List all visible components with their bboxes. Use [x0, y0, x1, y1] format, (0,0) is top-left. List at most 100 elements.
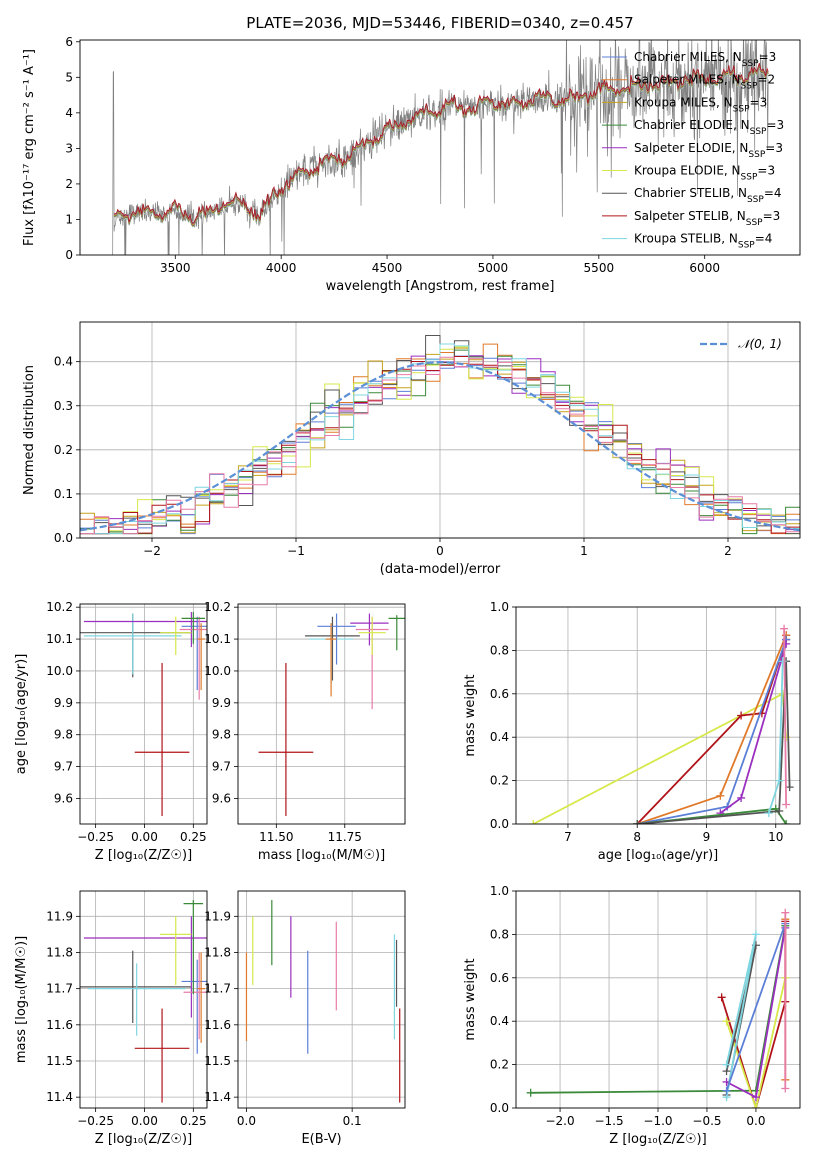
x-tick-label: 0.00	[131, 1114, 158, 1128]
plus-marker	[775, 776, 784, 785]
axes-frame	[79, 321, 801, 539]
y-tick-label: 9.8	[212, 728, 231, 742]
x-axis-label: E(B-V)	[301, 1132, 341, 1147]
y-tick-label: 0.4	[54, 355, 73, 369]
y-axis-label: mass [log₁₀(M/M☉)]	[14, 936, 29, 1063]
y-tick-label: 5	[65, 70, 73, 84]
plus-marker	[751, 1093, 760, 1102]
y-tick-label: 11.9	[204, 909, 231, 923]
weight-series-line	[725, 977, 787, 1108]
legend-label: Kroupa MILES, NSSP=3	[634, 95, 767, 114]
panel-mass_vs_Z: −0.25 0.00 0.25 11.4 11.5 11.6 11.7 11.8 11.9 Z […	[14, 890, 208, 1147]
y-tick-label: 6	[65, 35, 73, 49]
plus-marker	[782, 800, 791, 809]
panel-residuals: −2 −1 0 1 2 0.0 0.1 0.2 0.3 0.4 (data-model)/error…	[22, 321, 801, 577]
error-bar-point	[181, 616, 207, 691]
error-bar-point	[183, 952, 207, 1040]
weight-series-line	[783, 628, 787, 805]
plus-marker	[716, 791, 725, 800]
error-bar-point	[181, 959, 207, 1054]
axes-frame	[79, 603, 208, 825]
y-tick-label: 10.2	[204, 600, 231, 614]
y-tick-label: 9.9	[212, 696, 231, 710]
y-tick-label: 0.4	[490, 1014, 509, 1028]
plus-marker	[717, 993, 726, 1002]
y-tick-label: 10.1	[204, 632, 231, 646]
y-tick-label: 11.4	[204, 1090, 231, 1104]
x-tick-label: 3500	[160, 261, 191, 275]
y-tick-label: 9.6	[54, 791, 73, 805]
plus-marker	[722, 1017, 731, 1026]
legend-label: Salpeter MILES, NSSP=2	[634, 73, 775, 92]
axes-frame	[515, 606, 801, 825]
figure-title: PLATE=2036, MJD=53446, FIBERID=0340, z=0…	[246, 14, 633, 32]
x-tick-label: −1	[287, 544, 305, 558]
plus-marker	[737, 793, 746, 802]
x-tick-label: 8	[633, 830, 641, 844]
plus-marker	[722, 1086, 731, 1095]
plus-marker	[775, 806, 784, 815]
y-tick-label: 0.6	[490, 687, 509, 701]
plus-marker	[764, 809, 773, 818]
plot-area	[258, 613, 405, 817]
legend-label: Chabrier MILES, NSSP=3	[634, 50, 776, 69]
x-axis-label: mass [log₁₀(M/M☉)]	[258, 848, 385, 863]
y-tick-label: 0.3	[54, 399, 73, 413]
plus-marker	[781, 908, 790, 917]
x-axis-label: Z [log₁₀(Z/Z☉)]	[95, 1132, 192, 1147]
axes-frame	[79, 39, 801, 256]
x-tick-label: −1.0	[643, 1114, 672, 1128]
weight-series-line	[532, 692, 787, 824]
error-bar-point	[83, 613, 182, 675]
y-tick-label: 0.0	[490, 1101, 509, 1115]
x-tick-label: −0.25	[77, 1114, 114, 1128]
y-tick-label: 10.0	[46, 664, 73, 678]
x-tick-label: 6000	[689, 261, 720, 275]
error-bar-point	[160, 916, 192, 986]
error-bar-point	[358, 616, 386, 656]
x-tick-label: 0.25	[180, 830, 207, 844]
error-bar-point	[197, 952, 206, 1043]
y-tick-label: 11.9	[46, 909, 73, 923]
x-axis-label: wavelength [Angstrom, rest frame]	[326, 279, 555, 294]
plus-marker	[751, 930, 760, 939]
y-tick-label: 0.0	[490, 817, 509, 831]
y-tick-label: 0.2	[490, 1058, 509, 1072]
panel-mass_vs_EBV: 0.0 0.1 11.4 11.5 11.6 11.7 11.8 11.9 E(B-V)	[204, 890, 406, 1147]
y-tick-label: 11.7	[204, 982, 231, 996]
plus-marker	[782, 820, 791, 824]
x-axis-label: Z [log₁₀(Z/Z☉)]	[95, 848, 192, 863]
axes-frame	[79, 890, 208, 1109]
y-tick-label: 3	[65, 141, 73, 155]
y-tick-label: 9.8	[54, 728, 73, 742]
error-bar-point	[87, 963, 186, 1036]
y-tick-label: 0.2	[54, 443, 73, 457]
panel-weight_vs_Z: −2.0 −1.5 −1.0 −0.5 0.0 0.0 0.2 0.4 0.6 0.8 1.0 Z […	[463, 884, 801, 1147]
x-axis-label: age [log₁₀(age/yr)]	[598, 848, 719, 863]
x-tick-label: −0.5	[692, 1114, 721, 1128]
legend-label: Salpeter ELODIE, NSSP=3	[634, 141, 783, 160]
y-tick-label: 0.1	[54, 487, 73, 501]
x-tick-label: 7	[564, 830, 572, 844]
axes-frame	[237, 890, 406, 1109]
x-tick-label: 2	[724, 544, 732, 558]
plot-area	[112, 40, 769, 255]
weight-series-line	[725, 934, 757, 1098]
weight-series-line	[636, 634, 787, 824]
y-axis-label: Normed distribution	[22, 365, 37, 495]
y-tick-label: 0.2	[490, 774, 509, 788]
plus-marker	[751, 1104, 760, 1108]
plus-marker	[722, 1060, 731, 1069]
y-tick-label: 10.0	[204, 664, 231, 678]
plot-area	[529, 624, 794, 824]
x-tick-label: 0.0	[237, 1114, 256, 1128]
y-axis-label: Flux [fλ10⁻¹⁷ erg cm⁻² s⁻¹ A⁻¹]	[22, 49, 37, 246]
x-tick-label: 0.1	[343, 1114, 362, 1128]
y-tick-label: 10.1	[46, 632, 73, 646]
x-tick-label: 0.0	[746, 1114, 765, 1128]
y-tick-label: 9.6	[212, 791, 231, 805]
plot-area	[245, 900, 401, 1103]
y-tick-label: 11.6	[204, 1018, 231, 1032]
x-tick-label: 0.00	[131, 830, 158, 844]
